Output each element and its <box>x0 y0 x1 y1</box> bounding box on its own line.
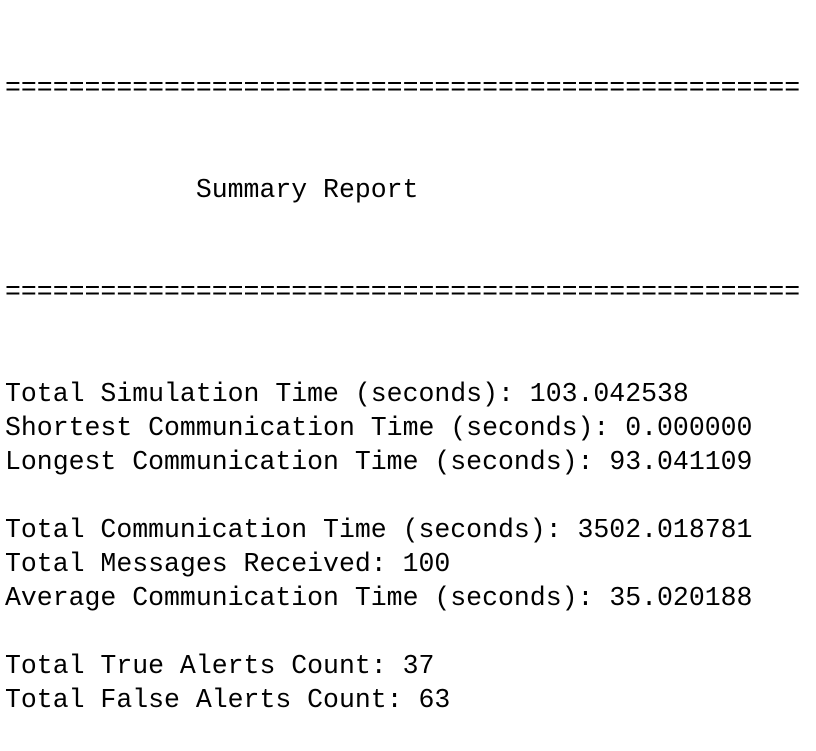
separator: ========================================… <box>5 73 801 103</box>
blank-line <box>5 479 816 513</box>
line-label: Total Simulation Time (seconds): <box>5 379 514 409</box>
blank-line <box>5 615 816 649</box>
line-value: 93.041109 <box>609 447 753 477</box>
line-value: 63 <box>418 685 451 715</box>
report-line: Total True Alerts Count: 37 <box>5 649 816 683</box>
report-line: Total Simulation Time (seconds): 103.042… <box>5 377 816 411</box>
line-label: Average Communication Time (seconds): <box>5 583 594 613</box>
line-value: 35.020188 <box>609 583 753 613</box>
line-label: Total Communication Time (seconds): <box>5 515 562 545</box>
line-label: Total Messages Received: <box>5 549 387 579</box>
report-line: Average Communication Time (seconds): 35… <box>5 581 816 615</box>
line-label: Total True Alerts Count: <box>5 651 387 681</box>
terminal-output: ========================================… <box>5 73 801 715</box>
line-value: 103.042538 <box>529 379 689 409</box>
line-value: 0.000000 <box>625 413 753 443</box>
report-line: Shortest Communication Time (seconds): 0… <box>5 411 816 445</box>
line-value: 37 <box>402 651 435 681</box>
report-title: Summary Report <box>195 175 419 205</box>
separator: ========================================… <box>5 277 801 307</box>
line-label: Total False Alerts Count: <box>5 685 403 715</box>
line-value: 100 <box>402 549 451 579</box>
line-label: Longest Communication Time (seconds): <box>5 447 594 477</box>
line-label: Shortest Communication Time (seconds): <box>5 413 610 443</box>
report-body: Total Simulation Time (seconds): 103.042… <box>5 377 816 717</box>
report-line: Longest Communication Time (seconds): 93… <box>5 445 816 479</box>
report-line: Total False Alerts Count: 63 <box>5 683 816 717</box>
report-line: Total Communication Time (seconds): 3502… <box>5 513 816 547</box>
report-line: Total Messages Received: 100 <box>5 547 816 581</box>
line-value: 3502.018781 <box>577 515 753 545</box>
